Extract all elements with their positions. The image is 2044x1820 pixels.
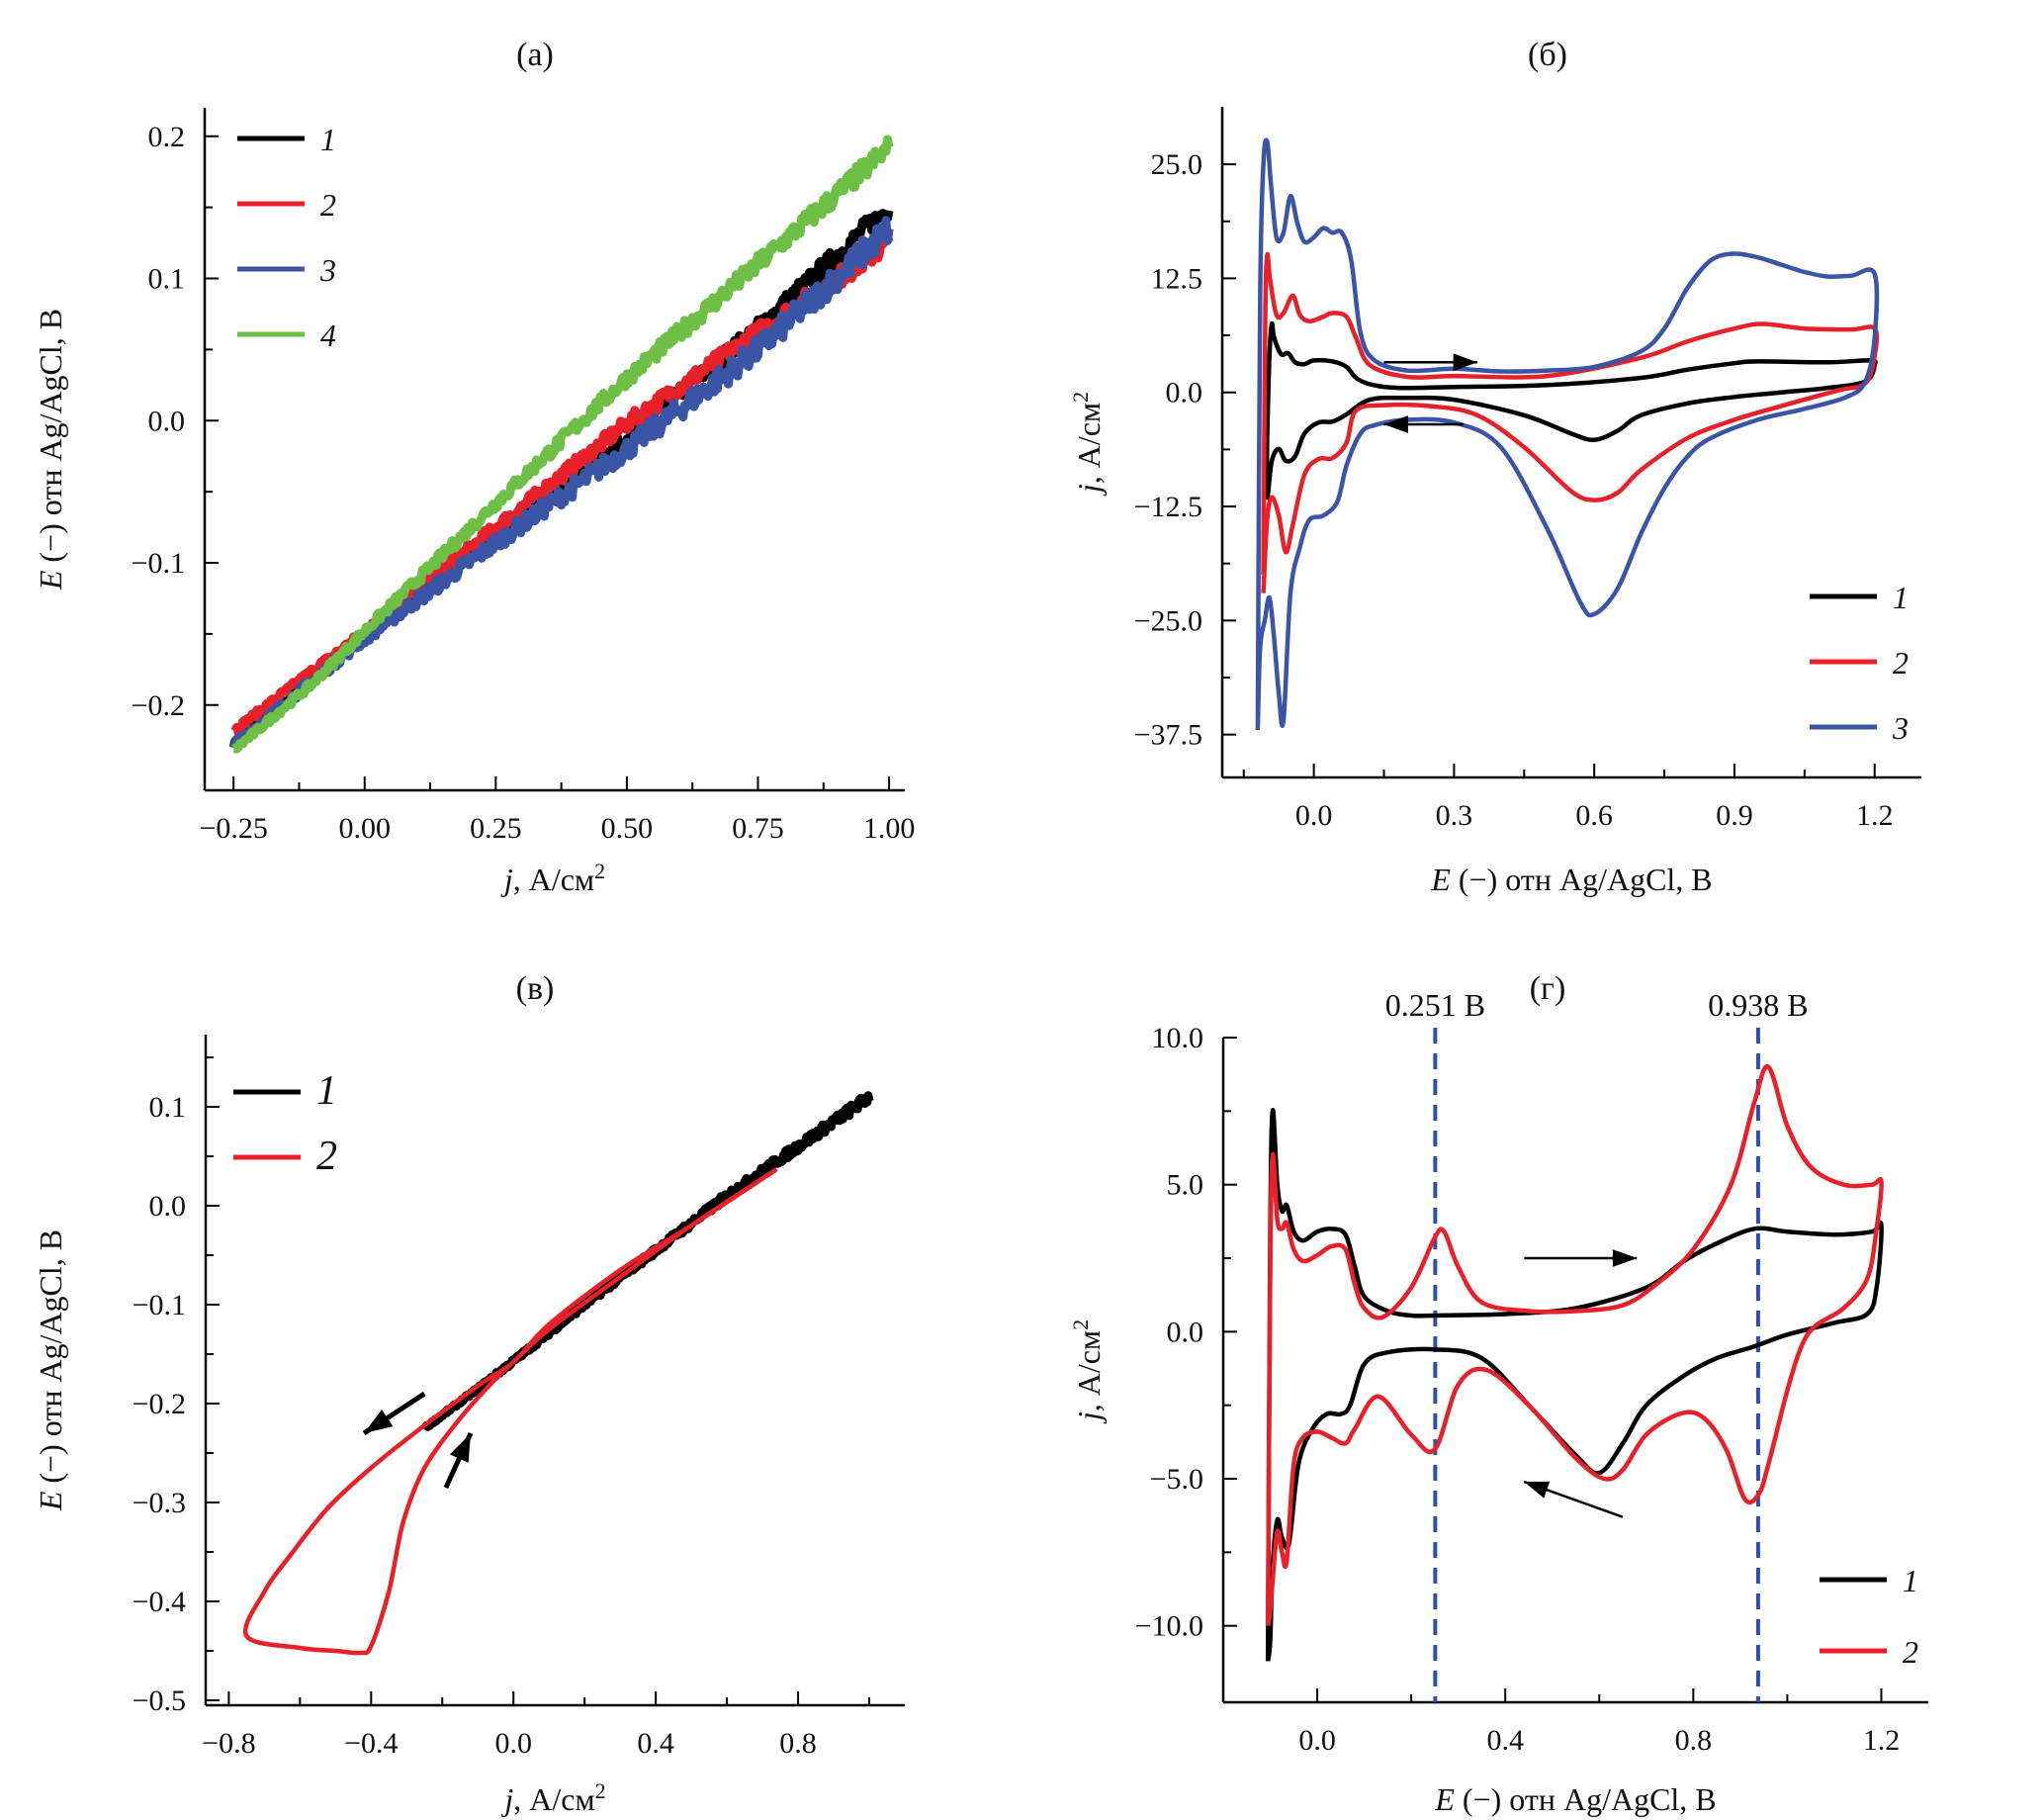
- x-tick-label: 0.3: [1436, 799, 1473, 832]
- legend: 12: [233, 1068, 337, 1179]
- x-tick-label: −0.4: [344, 1727, 398, 1760]
- y-tick-label: 0.0: [1166, 377, 1203, 410]
- y-tick-label: 0.0: [149, 1190, 187, 1223]
- panel-title: (a): [516, 37, 554, 73]
- x-tick-label: −0.25: [199, 812, 267, 845]
- x-axis-label: E (−) отн Ag/AgCl, В: [1434, 1781, 1716, 1817]
- y-axis-label: E (−) отн Ag/AgCl, В: [33, 309, 68, 591]
- arrow-head: [1524, 1481, 1551, 1499]
- x-tick-label: 0.0: [1298, 1724, 1336, 1757]
- arrow-head: [1453, 353, 1478, 372]
- direction-arrow: [443, 1431, 474, 1490]
- y-axis-label: j, А/см2: [1068, 1320, 1107, 1424]
- y-tick-label: −0.2: [133, 1388, 186, 1420]
- x-tick-label: 0.0: [494, 1727, 532, 1760]
- direction-arrow: [1383, 415, 1464, 433]
- y-tick-label: 12.5: [1151, 262, 1203, 295]
- x-tick-label: 1.2: [1856, 799, 1894, 832]
- y-tick-label: −0.4: [133, 1586, 186, 1618]
- legend-label-1: 1: [1893, 580, 1909, 615]
- x-tick-label: 1.00: [863, 812, 916, 845]
- legend-label-1: 1: [320, 122, 336, 157]
- x-tick-label: 0.00: [339, 812, 392, 845]
- legend-label-1: 1: [316, 1068, 337, 1114]
- y-tick-label: −0.5: [133, 1684, 186, 1717]
- x-tick-label: 0.4: [637, 1727, 674, 1760]
- direction-arrow: [1523, 1480, 1624, 1518]
- y-tick-label: −0.2: [132, 689, 185, 722]
- x-tick-label: −0.8: [202, 1727, 255, 1760]
- y-tick-label: −0.1: [133, 1289, 186, 1321]
- x-axis-label: j, А/см2: [500, 859, 605, 897]
- y-tick-label: −10.0: [1135, 1610, 1203, 1643]
- legend-label-4: 4: [320, 318, 336, 353]
- x-tick-label: 0.6: [1575, 799, 1613, 832]
- legend-label-2: 2: [316, 1134, 337, 1179]
- y-tick-label: 0.1: [149, 1091, 187, 1124]
- panel-title: (в): [516, 970, 555, 1007]
- x-tick-label: 1.2: [1863, 1724, 1901, 1757]
- x-tick-label: 0.8: [1675, 1724, 1713, 1757]
- y-tick-label: −5.0: [1150, 1463, 1203, 1496]
- direction-arrow: [1524, 1249, 1638, 1267]
- x-axis-label: j, А/см2: [500, 1778, 605, 1817]
- legend-label-3: 3: [319, 252, 336, 288]
- y-axis-label: E (−) отн Ag/AgCl, В: [33, 1229, 68, 1511]
- x-tick-label: 0.9: [1716, 799, 1753, 832]
- x-tick-label: 0.0: [1295, 799, 1333, 832]
- series-1-line: [1265, 1108, 1884, 1662]
- series-4-line: [230, 135, 894, 754]
- y-tick-label: 10.0: [1152, 1022, 1204, 1054]
- legend-label-2: 2: [320, 187, 336, 223]
- y-tick-label: 0.1: [148, 263, 186, 296]
- y-tick-label: −25.0: [1134, 604, 1202, 637]
- legend: 1 2 3 4: [237, 122, 336, 353]
- legend-label-3: 3: [1892, 710, 1909, 746]
- panel-g: (г) 0.0 0.4 0.8 1.2 10.0 5.0 0.0 −5.0 −10.0 E (−) …: [1068, 970, 1928, 1817]
- legend-label-2: 2: [1903, 1634, 1918, 1670]
- series-2-line: [242, 1167, 778, 1656]
- y-tick-label: −12.5: [1134, 491, 1202, 523]
- y-tick-label: 0.0: [148, 405, 186, 437]
- panel-title: (г): [1530, 970, 1566, 1007]
- arrow-head: [1383, 415, 1408, 433]
- panel-title: (б): [1528, 37, 1567, 73]
- legend-label-2: 2: [1893, 645, 1909, 681]
- direction-arrow: [362, 1391, 426, 1436]
- x-axis-label: E (−) отн Ag/AgCl, В: [1430, 862, 1712, 897]
- y-tick-label: −0.3: [133, 1487, 186, 1519]
- y-tick-label: 0.0: [1167, 1316, 1204, 1348]
- arrow-head: [449, 1433, 472, 1463]
- y-axis-label: j, А/см2: [1068, 392, 1107, 497]
- legend-label-1: 1: [1903, 1563, 1918, 1598]
- arrow-head: [1612, 1249, 1638, 1267]
- y-tick-label: 5.0: [1167, 1169, 1204, 1202]
- series-3-line: [1255, 137, 1880, 731]
- y-tick-label: 0.2: [148, 121, 186, 153]
- x-tick-label: 0.25: [470, 812, 522, 845]
- y-tick-label: 25.0: [1151, 148, 1203, 181]
- guide-label: 0.251 В: [1385, 987, 1485, 1023]
- x-tick-label: 0.8: [779, 1727, 817, 1760]
- panel-v: (в) −0.8 −0.4 0.0 0.4 0.8 0.1 0.0 −0.1 −0.2 −0.3 −0…: [33, 970, 905, 1817]
- x-tick-label: 0.50: [601, 812, 654, 845]
- guide-label: 0.938 В: [1708, 987, 1808, 1023]
- panel-b: (б) 0.0 0.3 0.6 0.9 1.2 25.0 12.5 0.0 −12.5 −25.0 −…: [1068, 37, 1921, 897]
- y-tick-label: −0.1: [132, 547, 185, 580]
- x-tick-label: 0.75: [732, 812, 784, 845]
- direction-arrow: [1383, 353, 1478, 372]
- x-tick-label: 0.4: [1486, 1724, 1524, 1757]
- legend: 12: [1820, 1563, 1918, 1670]
- y-tick-label: −37.5: [1134, 719, 1202, 752]
- arrow-head: [364, 1409, 394, 1433]
- legend: 1 2 3: [1810, 580, 1909, 746]
- series-2-line: [1265, 1064, 1884, 1627]
- panel-a: (a) −0.25 0.00 0.25 0.50 0.75 1.00 0.2 0.1 0.0 −0.…: [33, 37, 915, 897]
